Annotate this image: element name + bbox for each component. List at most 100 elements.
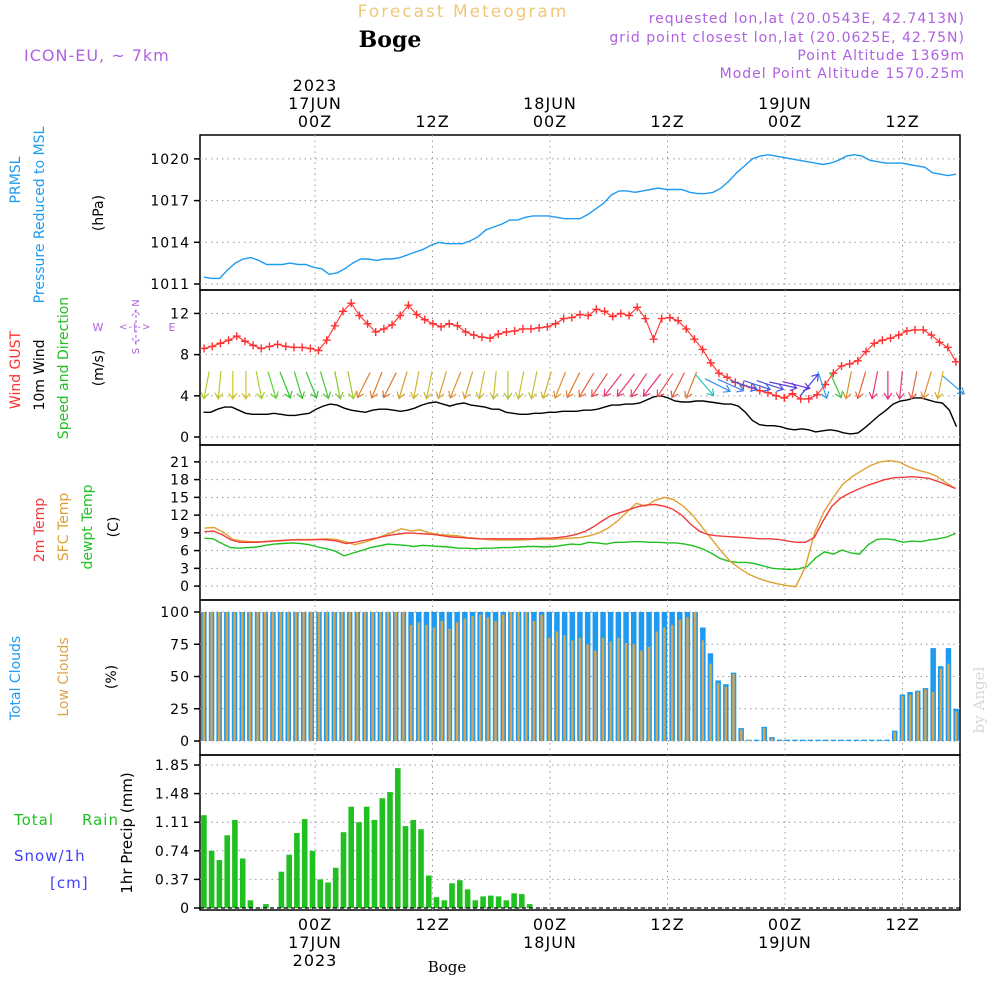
wind-arrow <box>356 372 371 399</box>
gust-point <box>616 309 625 318</box>
dewpt-label: dewpt Temp <box>80 484 96 569</box>
gust-label: Wind GUST <box>8 330 24 409</box>
low-cloud-bar <box>294 612 298 741</box>
gust-point <box>567 313 576 322</box>
total-cloud-bar <box>830 739 837 741</box>
gust-point <box>649 335 658 344</box>
low-cloud-bar <box>479 614 482 741</box>
wind-direction-arrows <box>200 371 965 401</box>
low-cloud-bar <box>525 612 528 741</box>
footer-location: Boge <box>428 958 467 976</box>
y-tick-label: 25 <box>170 702 190 718</box>
rain-bar <box>325 882 331 908</box>
low-cloud-bar <box>463 618 466 741</box>
gust-point <box>682 324 691 333</box>
gust-point <box>232 332 241 341</box>
rain-bar <box>503 900 510 908</box>
gust-point <box>576 310 584 319</box>
rain-bar <box>208 850 215 908</box>
wind-speed-line <box>203 395 958 435</box>
gust-point <box>706 358 715 367</box>
rain-bar <box>332 867 339 908</box>
wind-arrow <box>396 371 408 400</box>
gust-point <box>404 301 413 310</box>
gust-point <box>347 299 356 308</box>
gust-point <box>723 373 732 382</box>
low-cloud-bar <box>655 631 658 741</box>
gust-point <box>453 321 462 330</box>
gust-point <box>543 322 552 331</box>
y-tick-label: 6 <box>180 544 190 560</box>
low-cloud-bar <box>425 624 428 741</box>
wind-arrow <box>305 371 319 400</box>
gust-point <box>698 345 707 354</box>
total-clouds-label: Total Clouds <box>8 636 24 721</box>
time-label-top: 00Z <box>298 112 332 131</box>
t2m-label: 2m Temp <box>32 498 48 562</box>
wind-arrow <box>920 371 932 400</box>
rain-bar <box>488 895 494 908</box>
rain-bar <box>348 806 354 908</box>
rain-bar <box>464 889 471 908</box>
low-cloud-bar <box>448 628 451 741</box>
rain-bar <box>309 850 316 908</box>
gust-point <box>494 330 503 339</box>
wind-arrow <box>642 373 662 397</box>
time-label-top: 18JUN <box>523 94 577 113</box>
chart-title: Forecast Meteogram <box>358 2 569 22</box>
y-tick-label: 0 <box>180 901 190 917</box>
gust-point <box>919 325 928 334</box>
low-cloud-bar <box>486 617 490 741</box>
y-tick-label: 1.85 <box>155 758 190 774</box>
gust-point <box>437 322 446 331</box>
y-tick-label: 9 <box>180 526 190 542</box>
dewpoint-line <box>204 532 956 571</box>
y-tick-label: 18 <box>170 473 190 489</box>
pressure-label-long: Pressure Reduced to MSL <box>32 126 48 303</box>
wind-arrow <box>817 371 830 400</box>
wind-arrow <box>489 371 499 400</box>
gust-point <box>469 331 478 340</box>
low-cloud-bar <box>686 617 689 741</box>
rain-bar <box>480 896 486 908</box>
sfc-temp-label: SFC Temp <box>56 493 72 562</box>
gust-point <box>208 342 217 351</box>
rain-bar <box>457 880 463 908</box>
rain-bar <box>511 893 517 908</box>
model-label: ICON-EU, ~ 7km <box>24 46 170 65</box>
direction-label: Speed and Direction <box>56 297 72 439</box>
y-tick-label: 3 <box>180 561 190 577</box>
rain-bar <box>418 829 424 908</box>
low-cloud-bar <box>356 612 359 741</box>
total-cloud-bar <box>815 739 821 741</box>
gust-point <box>428 319 437 328</box>
gust-point <box>224 336 233 345</box>
low-cloud-bar <box>471 615 474 741</box>
rain-bar <box>433 897 440 908</box>
total-cloud-bar <box>853 739 860 741</box>
low-cloud-bar <box>440 621 443 741</box>
total-cloud-bar <box>799 739 806 741</box>
wind-arrow <box>553 371 567 400</box>
low-cloud-bar <box>624 643 628 741</box>
gridpoint-coords: grid point closest lon,lat (20.0625E, 42… <box>609 30 965 46</box>
wind-arrow <box>540 371 552 400</box>
low-cloud-bar <box>954 711 958 741</box>
gust-point <box>592 305 601 314</box>
time-label-bottom: 12Z <box>885 915 919 934</box>
gust-point <box>780 393 789 402</box>
gust-point <box>535 323 544 332</box>
rain-bar <box>201 815 207 908</box>
snow-unit-label: [cm] <box>50 874 89 892</box>
compass-east: E <box>169 321 176 334</box>
low-cloud-bar <box>732 673 735 741</box>
wind-arrow <box>267 371 279 400</box>
y-tick-label: 0.74 <box>155 844 190 860</box>
gust-point <box>559 314 568 323</box>
rain-bar <box>472 900 479 908</box>
low-cloud-bar <box>678 619 681 741</box>
low-cloud-bar <box>402 612 405 741</box>
gust-point <box>396 311 405 320</box>
rain-bar <box>317 879 323 908</box>
